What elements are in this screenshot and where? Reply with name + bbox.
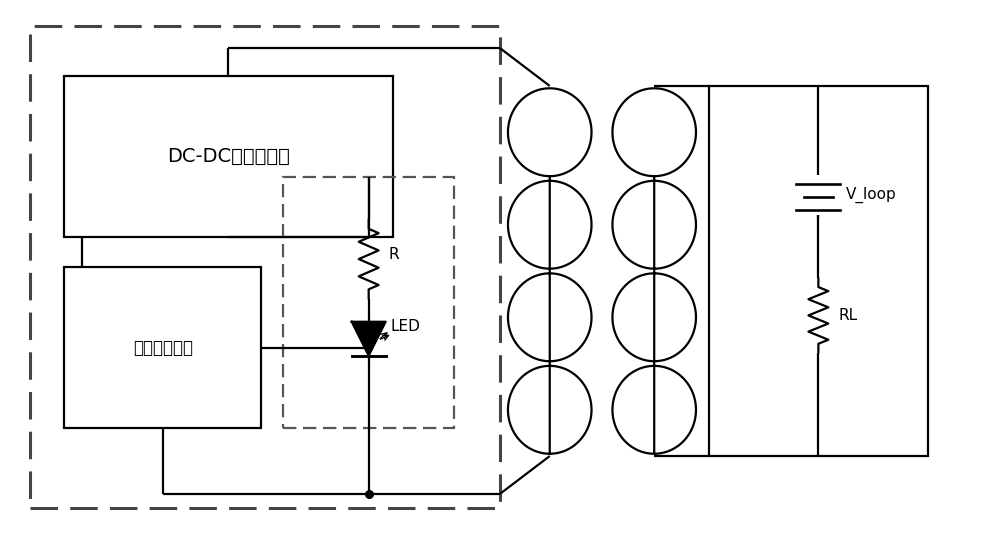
- Bar: [709, 86, 928, 456]
- Bar: [30, 26, 500, 508]
- Text: R: R: [389, 247, 399, 261]
- Bar: [283, 177, 454, 428]
- Polygon shape: [352, 322, 386, 356]
- Text: 数据处理模块: 数据处理模块: [133, 339, 193, 357]
- Bar: [64, 76, 393, 237]
- Text: DC-DC电压转换器: DC-DC电压转换器: [167, 147, 290, 166]
- Text: RL: RL: [838, 308, 857, 323]
- Bar: [64, 267, 261, 428]
- Text: V_loop: V_loop: [846, 187, 897, 203]
- Text: LED: LED: [391, 319, 420, 334]
